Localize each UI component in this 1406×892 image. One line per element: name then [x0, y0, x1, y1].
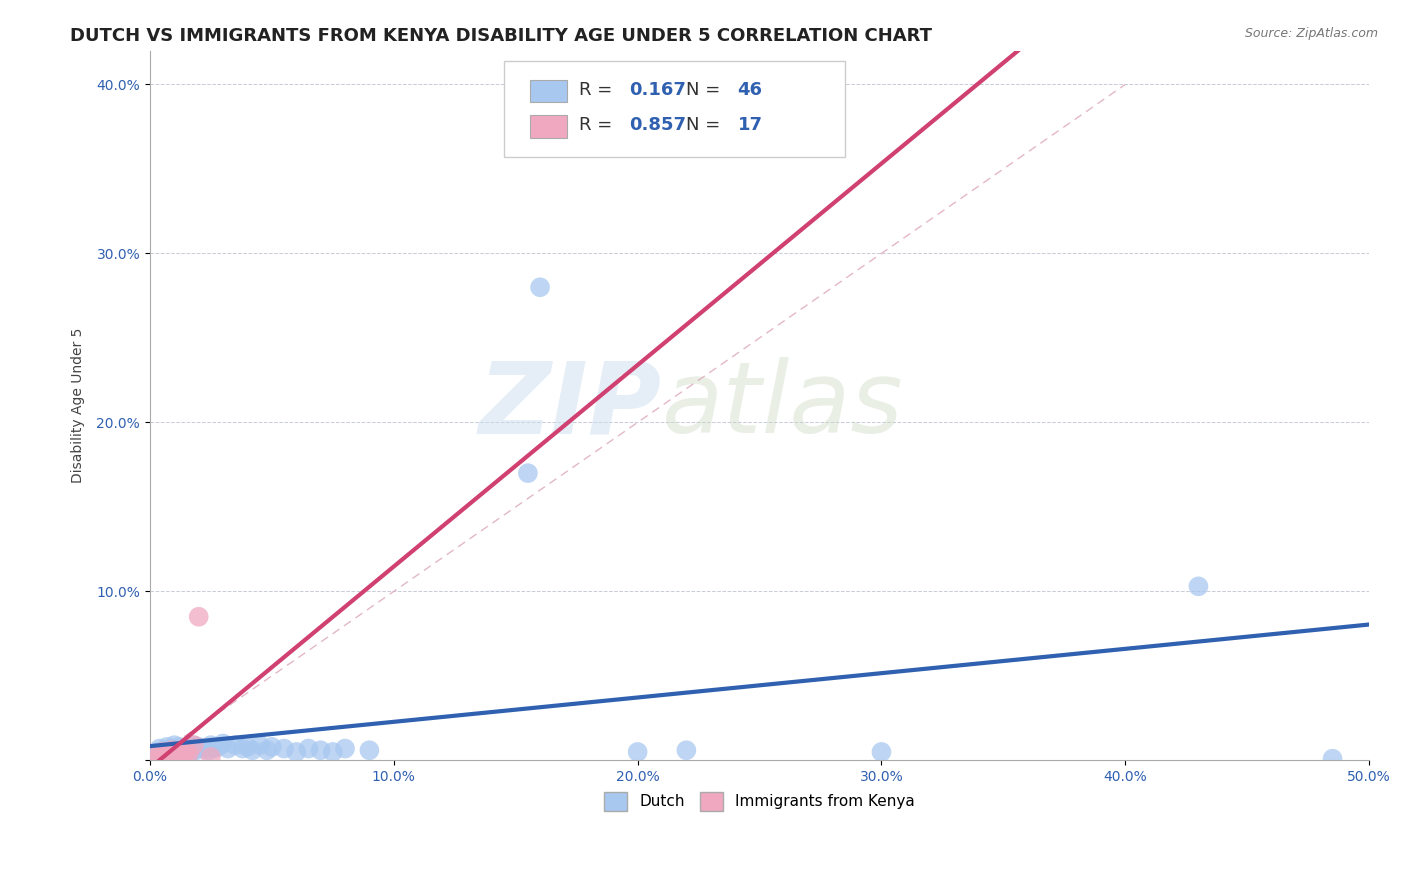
Point	[260, 739, 283, 754]
Point	[177, 747, 200, 761]
Text: 46: 46	[738, 80, 762, 99]
Text: 17: 17	[738, 116, 762, 134]
Point	[149, 741, 172, 756]
Point	[187, 609, 209, 624]
Point	[224, 738, 246, 752]
Point	[173, 741, 195, 756]
Point	[249, 738, 271, 752]
Y-axis label: Disability Age Under 5: Disability Age Under 5	[72, 328, 86, 483]
Point	[153, 747, 176, 761]
Point	[217, 741, 239, 756]
Point	[212, 737, 235, 751]
Point	[197, 743, 219, 757]
Point	[1322, 752, 1344, 766]
Point	[156, 739, 179, 754]
Point	[149, 748, 172, 763]
Point	[675, 743, 697, 757]
Point	[159, 745, 181, 759]
Text: ZIP: ZIP	[479, 357, 662, 454]
Point	[173, 747, 195, 761]
Point	[146, 745, 169, 759]
Point	[183, 738, 205, 752]
Point	[166, 745, 188, 759]
Point	[160, 741, 183, 756]
Point	[170, 743, 193, 757]
Point	[160, 743, 183, 757]
Point	[297, 741, 319, 756]
Point	[163, 747, 186, 761]
Point	[256, 743, 278, 757]
FancyBboxPatch shape	[503, 62, 845, 157]
Point	[170, 745, 193, 759]
Point	[200, 738, 222, 752]
Point	[159, 748, 181, 763]
Point	[177, 739, 200, 754]
Point	[333, 741, 356, 756]
Point	[167, 739, 190, 754]
Point	[285, 745, 308, 759]
Point	[1187, 579, 1209, 593]
Point	[529, 280, 551, 294]
FancyBboxPatch shape	[530, 115, 567, 138]
Point	[322, 745, 344, 759]
Point	[176, 745, 198, 759]
Point	[193, 741, 215, 756]
Text: DUTCH VS IMMIGRANTS FROM KENYA DISABILITY AGE UNDER 5 CORRELATION CHART: DUTCH VS IMMIGRANTS FROM KENYA DISABILIT…	[70, 27, 932, 45]
Point	[153, 743, 176, 757]
Point	[232, 741, 254, 756]
Point	[273, 741, 295, 756]
Point	[236, 739, 259, 754]
Text: R =: R =	[579, 116, 619, 134]
Point	[870, 745, 893, 759]
Text: R =: R =	[579, 80, 619, 99]
Point	[166, 743, 188, 757]
Text: Source: ZipAtlas.com: Source: ZipAtlas.com	[1244, 27, 1378, 40]
Point	[516, 466, 538, 480]
Point	[167, 748, 190, 763]
Point	[200, 750, 222, 764]
Text: 0.857: 0.857	[628, 116, 686, 134]
Point	[240, 743, 263, 757]
Point	[187, 739, 209, 754]
Point	[309, 743, 332, 757]
Text: atlas: atlas	[662, 357, 904, 454]
Point	[626, 745, 648, 759]
Point	[186, 743, 208, 757]
Point	[359, 743, 381, 757]
Point	[163, 738, 186, 752]
Text: N =: N =	[686, 116, 727, 134]
Point	[202, 741, 225, 756]
Text: 0.167: 0.167	[628, 80, 686, 99]
Point	[176, 743, 198, 757]
Point	[150, 745, 173, 759]
Text: N =: N =	[686, 80, 727, 99]
Legend: Dutch, Immigrants from Kenya: Dutch, Immigrants from Kenya	[598, 786, 921, 816]
Point	[150, 747, 173, 761]
Point	[183, 738, 205, 752]
Point	[207, 739, 229, 754]
Point	[146, 747, 169, 761]
FancyBboxPatch shape	[530, 79, 567, 103]
Point	[156, 745, 179, 759]
Point	[180, 745, 202, 759]
